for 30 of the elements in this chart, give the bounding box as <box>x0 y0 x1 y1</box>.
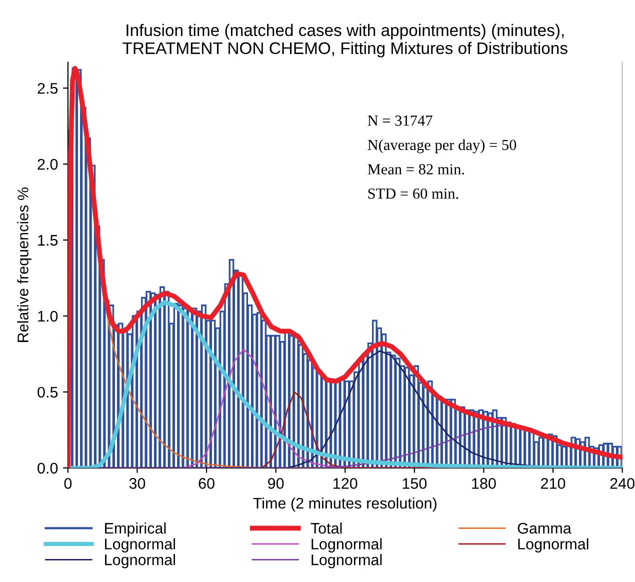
x-tick-label: 120 <box>334 478 358 489</box>
x-tick-label: 180 <box>472 478 496 489</box>
annotation: N(average per day) = 50 <box>368 139 516 154</box>
legend-label: Lognormal <box>518 538 588 552</box>
legend-label: Total <box>310 522 342 534</box>
x-tick-label: 0 <box>64 478 72 489</box>
y-tick-label: 0.0 <box>38 462 58 474</box>
annotation: STD = 60 min. <box>368 188 458 199</box>
y-axis-title: Relative frequencies % <box>17 188 32 342</box>
chart-title: Infusion time (matched cases with appointments) (minutes), TREATMENT NON CHEMO, Fitting Mixtures of Distributions <box>122 24 568 58</box>
annotation: N = 31747 <box>368 115 432 126</box>
legend-label: Lognormal <box>312 538 382 552</box>
legend-label: Lognormal <box>105 538 175 552</box>
annotation: Mean = 82 min. <box>368 164 464 175</box>
legend-label: Empirical <box>105 522 166 537</box>
legend-label: Lognormal <box>312 554 382 568</box>
x-tick-label: 150 <box>402 478 427 489</box>
y-tick-label: 2.0 <box>38 158 58 170</box>
y-tick-label: 0.5 <box>38 386 58 398</box>
x-axis-title: Time (2 minutes resolution) <box>253 497 436 512</box>
legend-label: Lognormal <box>105 554 175 568</box>
y-tick-label: 1.0 <box>38 310 58 322</box>
legend-label: Gamma <box>518 522 572 534</box>
y-tick-label: 1.5 <box>38 235 58 246</box>
y-tick-label: 2.5 <box>38 82 58 94</box>
x-tick-label: 60 <box>198 478 214 489</box>
x-tick-label: 240 <box>610 478 634 489</box>
x-tick-label: 30 <box>129 478 146 489</box>
x-tick-label: 90 <box>268 478 284 489</box>
x-tick-label: 210 <box>541 478 566 489</box>
